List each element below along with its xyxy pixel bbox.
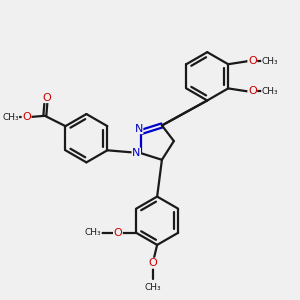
Text: CH₃: CH₃: [2, 113, 19, 122]
Text: O: O: [248, 56, 257, 66]
Text: N: N: [134, 124, 143, 134]
Text: CH₃: CH₃: [262, 57, 278, 66]
Text: O: O: [22, 112, 31, 122]
Text: O: O: [148, 258, 157, 268]
Text: O: O: [114, 228, 122, 238]
Text: CH₃: CH₃: [85, 228, 101, 237]
Text: N: N: [132, 148, 140, 158]
Text: O: O: [248, 86, 257, 96]
Text: O: O: [42, 92, 51, 103]
Text: CH₃: CH₃: [144, 283, 161, 292]
Text: CH₃: CH₃: [262, 87, 278, 96]
